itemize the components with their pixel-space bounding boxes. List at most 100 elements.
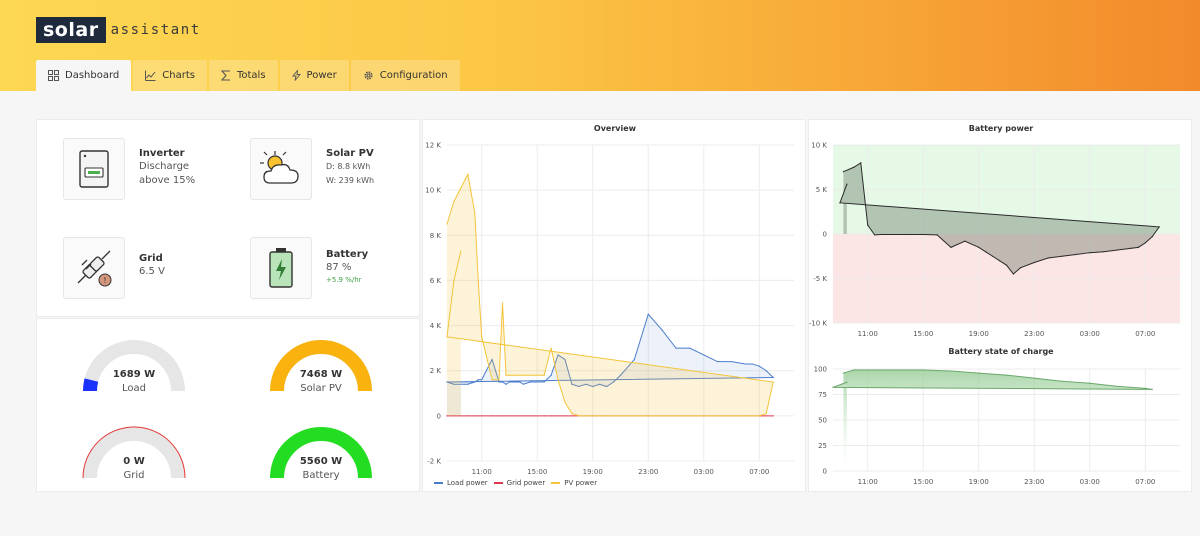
y-tick-label: 5 K <box>816 186 828 194</box>
data-point <box>453 279 455 282</box>
solar-title: Solar PV <box>326 148 374 159</box>
series-line-0 <box>832 369 1153 390</box>
data-point <box>703 415 705 417</box>
data-point <box>1151 236 1153 238</box>
overview-title: Overview <box>593 124 637 133</box>
gauges-panel: 1689 W Load 7468 W Solar PV 0 W Grid 556… <box>36 318 420 492</box>
data-point <box>772 415 774 417</box>
data-point <box>467 415 469 417</box>
series-line-2 <box>446 172 774 417</box>
data-point <box>661 329 663 331</box>
y-tick-label: 4 K <box>430 322 442 330</box>
data-point <box>867 369 869 371</box>
data-point <box>481 336 483 338</box>
data-point <box>564 401 566 403</box>
inverter-mode: Discharge <box>139 161 190 172</box>
data-point <box>950 246 952 248</box>
data-point <box>498 415 500 417</box>
soc-chart[interactable]: 100 75 50 25 0 11:00 15:00 19:00 23:00 03:00 07:00 <box>809 352 1193 492</box>
data-point <box>481 415 483 417</box>
data-point <box>557 379 559 381</box>
tab-dashboard[interactable]: Dashboard <box>36 60 132 91</box>
legend-swatch-grid <box>493 482 503 484</box>
main-tabs: Dashboard Charts Totals Power Configurat… <box>36 60 462 91</box>
data-point <box>501 381 504 383</box>
grid-icon-box: ! <box>63 237 125 299</box>
data-point <box>758 365 760 367</box>
tab-label: Totals <box>236 70 266 81</box>
data-point <box>578 415 580 417</box>
data-point <box>460 381 462 383</box>
battery-icon-box <box>250 237 312 299</box>
grid-status[interactable]: ! Grid 6.5 V <box>63 237 165 299</box>
tab-configuration[interactable]: Configuration <box>350 60 460 91</box>
y-tick-label: 25 <box>818 442 827 450</box>
data-point <box>505 415 507 417</box>
x-tick-label: 11:00 <box>858 478 878 486</box>
data-point <box>1103 251 1105 253</box>
solar-gauge: 7468 W Solar PV <box>266 335 376 395</box>
tab-totals[interactable]: Totals <box>208 60 278 91</box>
data-point <box>846 381 848 383</box>
data-point <box>985 251 987 253</box>
data-point <box>880 233 883 236</box>
grid-title: Grid <box>139 253 163 264</box>
x-tick-label: 19:00 <box>969 330 989 338</box>
data-point <box>874 234 876 236</box>
data-point <box>647 415 649 417</box>
data-point <box>612 381 615 383</box>
legend-grid[interactable]: Grid power <box>506 479 546 487</box>
data-point <box>519 415 521 417</box>
data-point <box>564 415 566 417</box>
data-point <box>578 385 580 388</box>
data-point <box>505 374 507 376</box>
x-tick-label: 11:00 <box>858 330 878 338</box>
data-point <box>751 415 753 417</box>
data-point <box>853 166 855 168</box>
solar-value: 7468 W <box>299 369 343 380</box>
x-tick-label: 03:00 <box>1080 330 1100 338</box>
data-point <box>543 374 545 376</box>
app-header: solar assistant Dashboard Charts Totals … <box>0 0 1200 91</box>
data-point <box>477 415 479 417</box>
battery-power-chart[interactable]: 10 K 5 K 0 -5 K -10 K 11:00 15:00 19:00 23:00 03:… <box>809 120 1193 340</box>
solar-status[interactable]: Solar PV D: 8.8 kWh W: 239 kWh <box>250 138 374 200</box>
data-point <box>481 379 483 381</box>
data-point <box>474 212 476 214</box>
y-tick-label: 8 K <box>430 232 442 240</box>
data-point <box>585 415 587 417</box>
data-point <box>505 383 507 385</box>
legend-load[interactable]: Load power <box>447 479 488 487</box>
data-point <box>1116 249 1119 251</box>
data-point <box>508 381 511 383</box>
data-point <box>606 385 608 388</box>
series-area-0 <box>833 370 1153 471</box>
x-tick-label: 07:00 <box>1135 478 1155 486</box>
battery-status[interactable]: Battery 87 % +5.9 %/hr <box>250 237 368 299</box>
data-point <box>936 234 938 236</box>
x-tick-label: 15:00 <box>527 468 547 475</box>
series-line-0 <box>446 313 775 388</box>
tab-power[interactable]: Power <box>279 60 349 91</box>
battery-gauge: 5560 W Battery <box>266 422 376 482</box>
data-point <box>491 415 493 417</box>
data-point <box>446 336 448 338</box>
app-logo[interactable]: solar assistant <box>36 17 201 43</box>
data-point <box>1019 267 1021 269</box>
data-point <box>661 415 663 417</box>
battery-value: 5560 W <box>299 456 343 467</box>
x-tick-label: 19:00 <box>969 478 989 486</box>
data-point <box>571 383 573 385</box>
inverter-status[interactable]: Inverter Discharge above 15% <box>63 138 195 200</box>
data-point <box>467 173 469 175</box>
data-point <box>460 415 462 417</box>
overview-chart[interactable]: 12 K 10 K 8 K 6 K 4 K 2 K 0 -2 K 11:00 15:00 19:00… <box>423 120 807 475</box>
tab-label: Dashboard <box>65 70 120 81</box>
data-point <box>860 162 862 164</box>
tab-charts[interactable]: Charts <box>133 60 207 91</box>
data-point <box>633 415 635 417</box>
x-tick-label: 23:00 <box>1024 330 1044 338</box>
series-area-0 <box>447 314 774 416</box>
legend-pv[interactable]: PV power <box>564 479 598 487</box>
